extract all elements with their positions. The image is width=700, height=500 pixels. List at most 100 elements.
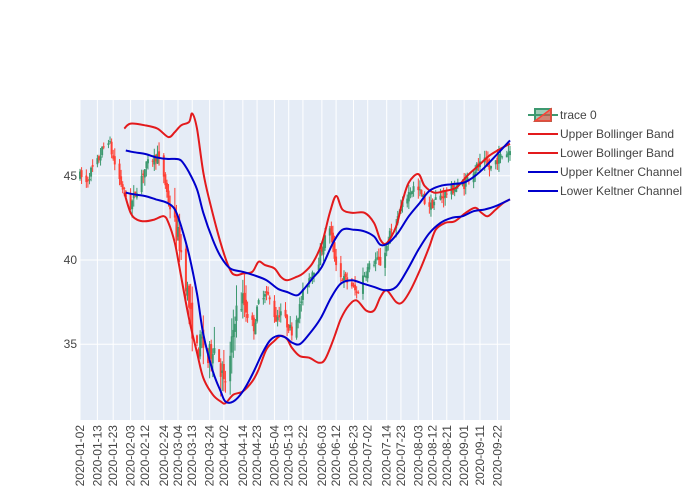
candle-body[interactable] <box>180 250 183 253</box>
candle-body[interactable] <box>252 317 255 332</box>
candle-body[interactable] <box>418 189 421 191</box>
candle-body[interactable] <box>169 204 172 210</box>
candle-body[interactable] <box>191 302 194 339</box>
candle-body[interactable] <box>167 190 170 203</box>
candle-body[interactable] <box>195 335 198 344</box>
candle-body[interactable] <box>366 267 369 279</box>
candle-body[interactable] <box>197 349 200 358</box>
candle-body[interactable] <box>422 194 425 198</box>
candle-body[interactable] <box>262 298 265 300</box>
candle-body[interactable] <box>146 159 149 164</box>
candle-body[interactable] <box>151 160 154 162</box>
candle-body[interactable] <box>464 179 467 187</box>
candle-body[interactable] <box>486 159 489 166</box>
candle-body[interactable] <box>463 181 466 190</box>
candle-body[interactable] <box>335 256 338 266</box>
candle-body[interactable] <box>363 275 366 277</box>
candle-body[interactable] <box>244 299 247 313</box>
candle-body[interactable] <box>267 291 270 295</box>
candle-body[interactable] <box>232 329 235 338</box>
upper-bollinger-band-line[interactable] <box>123 112 511 282</box>
candle-body[interactable] <box>410 191 413 195</box>
candle-body[interactable] <box>131 200 134 210</box>
candle-body[interactable] <box>120 176 123 185</box>
candle-body[interactable] <box>99 156 102 161</box>
candle-body[interactable] <box>455 187 458 193</box>
candle-body[interactable] <box>368 263 371 270</box>
candle-body[interactable] <box>350 282 353 287</box>
candle-body[interactable] <box>210 344 213 359</box>
candle-body[interactable] <box>90 167 93 177</box>
candle-body[interactable] <box>278 315 281 318</box>
candle-body[interactable] <box>143 169 146 178</box>
candle-body[interactable] <box>162 155 165 177</box>
candle-body[interactable] <box>341 279 344 281</box>
candle-body[interactable] <box>240 309 243 311</box>
candle-body[interactable] <box>91 165 94 167</box>
candle-body[interactable] <box>177 227 180 237</box>
candle-body[interactable] <box>101 146 104 156</box>
legend-item[interactable]: Upper Keltner Channel <box>528 165 682 179</box>
candle-body[interactable] <box>79 171 81 179</box>
candle-body[interactable] <box>317 264 320 271</box>
candle-body[interactable] <box>428 202 431 207</box>
candle-body[interactable] <box>505 154 508 158</box>
candle-body[interactable] <box>456 182 459 187</box>
candle-body[interactable] <box>309 277 312 279</box>
candle-body[interactable] <box>333 242 336 259</box>
candle-body[interactable] <box>109 141 112 143</box>
candle-body[interactable] <box>124 191 127 197</box>
candle-body[interactable] <box>85 175 88 183</box>
candle-body[interactable] <box>488 165 491 170</box>
candle-body[interactable] <box>431 200 434 209</box>
candle-body[interactable] <box>376 257 379 260</box>
candle-body[interactable] <box>189 303 192 310</box>
legend-item[interactable]: Lower Bollinger Band <box>528 146 674 160</box>
indicator-lines-layer[interactable] <box>123 112 511 405</box>
candle-body[interactable] <box>178 227 181 252</box>
candle-body[interactable] <box>175 215 178 241</box>
candle-body[interactable] <box>343 275 346 281</box>
candle-body[interactable] <box>289 324 292 329</box>
candle-body[interactable] <box>165 182 168 193</box>
candle-body[interactable] <box>387 244 390 246</box>
candle-body[interactable] <box>328 228 331 236</box>
candle-body[interactable] <box>286 315 289 328</box>
candle-body[interactable] <box>123 187 126 189</box>
candle-body[interactable] <box>263 294 266 297</box>
candle-body[interactable] <box>324 235 327 248</box>
candle-body[interactable] <box>322 246 325 255</box>
candle-body[interactable] <box>219 363 222 377</box>
candle-body[interactable] <box>97 156 100 161</box>
lower-keltner-channel-line[interactable] <box>125 191 511 404</box>
candle-body[interactable] <box>107 143 110 146</box>
candle-body[interactable] <box>164 174 167 186</box>
candle-body[interactable] <box>429 202 432 210</box>
legend-item[interactable]: Upper Bollinger Band <box>528 127 674 141</box>
candle-body[interactable] <box>268 297 271 300</box>
candle-body[interactable] <box>420 189 423 195</box>
candle-body[interactable] <box>301 289 304 300</box>
candle-body[interactable] <box>229 355 232 382</box>
upper-keltner-channel-line[interactable] <box>125 139 511 297</box>
candle-body[interactable] <box>156 153 159 164</box>
candle-body[interactable] <box>287 324 290 331</box>
candle-body[interactable] <box>352 285 355 287</box>
candle-body[interactable] <box>121 184 124 190</box>
candle-body[interactable] <box>96 158 99 165</box>
candle-body[interactable] <box>319 250 322 266</box>
candle-body[interactable] <box>213 348 216 354</box>
candle-body[interactable] <box>330 226 333 235</box>
candle-body[interactable] <box>406 198 409 204</box>
candle-body[interactable] <box>275 315 278 322</box>
candle-body[interactable] <box>499 154 502 157</box>
candle-body[interactable] <box>344 273 347 278</box>
candle-body[interactable] <box>444 191 447 198</box>
candle-body[interactable] <box>184 248 187 292</box>
candle-body[interactable] <box>158 151 161 157</box>
candle-body[interactable] <box>218 349 221 363</box>
candle-body[interactable] <box>153 155 156 165</box>
legend-item[interactable]: Lower Keltner Channel <box>528 184 682 198</box>
candle-body[interactable] <box>354 284 357 291</box>
candle-body[interactable] <box>222 364 225 380</box>
